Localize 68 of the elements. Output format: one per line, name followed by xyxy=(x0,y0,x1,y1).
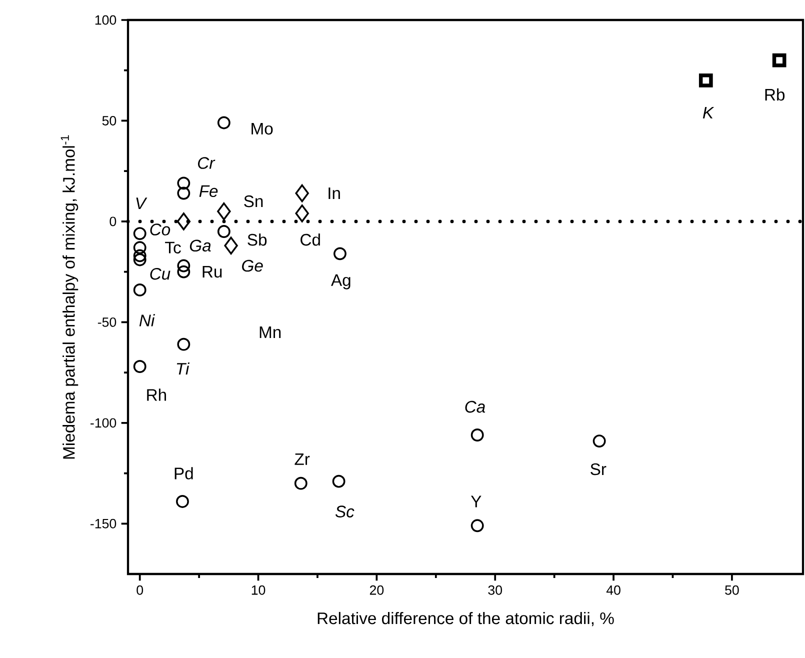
annotation: K xyxy=(702,106,714,118)
point xyxy=(224,236,238,254)
annotation: Zr xyxy=(294,453,310,465)
annotation: Ni xyxy=(139,314,156,326)
annotation: Ti xyxy=(176,362,190,375)
y-tick-label: -100 xyxy=(90,418,116,428)
point xyxy=(592,434,606,448)
annotation: Mn xyxy=(260,326,281,338)
point xyxy=(698,73,713,88)
y-tick-label: 0 xyxy=(110,216,116,226)
point xyxy=(133,283,146,296)
point xyxy=(133,360,146,373)
point xyxy=(217,116,230,130)
annotation: Ru xyxy=(202,266,222,278)
annotation: Sc xyxy=(335,506,354,518)
y-axis-title: Miedema partial enthalpy of mixing, kJ.mol$^{-1}$ xyxy=(60,135,78,459)
y-tick-label: -50 xyxy=(98,317,116,327)
x-tick-label: 30 xyxy=(488,585,502,595)
x-tick-label: 10 xyxy=(252,585,266,595)
point xyxy=(177,265,190,278)
point xyxy=(295,204,309,222)
annotation: Tc xyxy=(165,242,181,254)
point xyxy=(295,184,309,202)
point xyxy=(177,338,190,351)
point xyxy=(294,476,308,490)
annotation: Ga xyxy=(190,240,211,252)
x-tick-label: 20 xyxy=(370,585,384,595)
annotation: Rb xyxy=(765,88,785,101)
point xyxy=(133,249,146,262)
x-tick-label: 0 xyxy=(136,585,144,595)
point xyxy=(177,176,190,190)
y-tick-label: -150 xyxy=(90,518,116,528)
annotation: Y xyxy=(470,496,482,508)
point xyxy=(176,212,191,230)
point xyxy=(334,247,346,260)
annotation: Pd xyxy=(174,467,193,480)
annotation: In xyxy=(328,188,340,199)
annotation: Rh xyxy=(147,388,166,401)
annotation: Sn xyxy=(244,195,263,208)
point xyxy=(332,474,346,488)
annotation: Sb xyxy=(248,233,267,246)
point xyxy=(133,253,146,266)
point xyxy=(176,495,189,508)
annotation: Ca xyxy=(465,400,486,413)
annotation: Ag xyxy=(331,274,350,290)
annotation: V xyxy=(136,198,148,210)
annotation: Sr xyxy=(590,463,606,476)
point xyxy=(217,202,231,220)
annotation: Co xyxy=(150,224,170,236)
point xyxy=(772,53,786,68)
x-tick-label: 50 xyxy=(725,585,739,595)
annotation: Cu xyxy=(150,268,170,280)
x-tick-label: 40 xyxy=(606,585,620,595)
annotation: Cr xyxy=(198,157,216,169)
annotation: Ge xyxy=(242,260,263,272)
x-axis-title: Relative difference of the atomic radii, % xyxy=(318,612,614,626)
point xyxy=(217,225,230,238)
point xyxy=(177,259,190,272)
annotation: Fe xyxy=(199,185,218,198)
point xyxy=(177,186,190,200)
annotation: Cd xyxy=(300,233,320,246)
point xyxy=(470,428,484,442)
y-tick-label: 50 xyxy=(102,116,116,126)
point xyxy=(133,227,146,240)
point xyxy=(133,241,146,254)
point xyxy=(470,519,484,532)
annotation: Mo xyxy=(252,122,273,135)
y-tick-label: 100 xyxy=(95,15,116,25)
